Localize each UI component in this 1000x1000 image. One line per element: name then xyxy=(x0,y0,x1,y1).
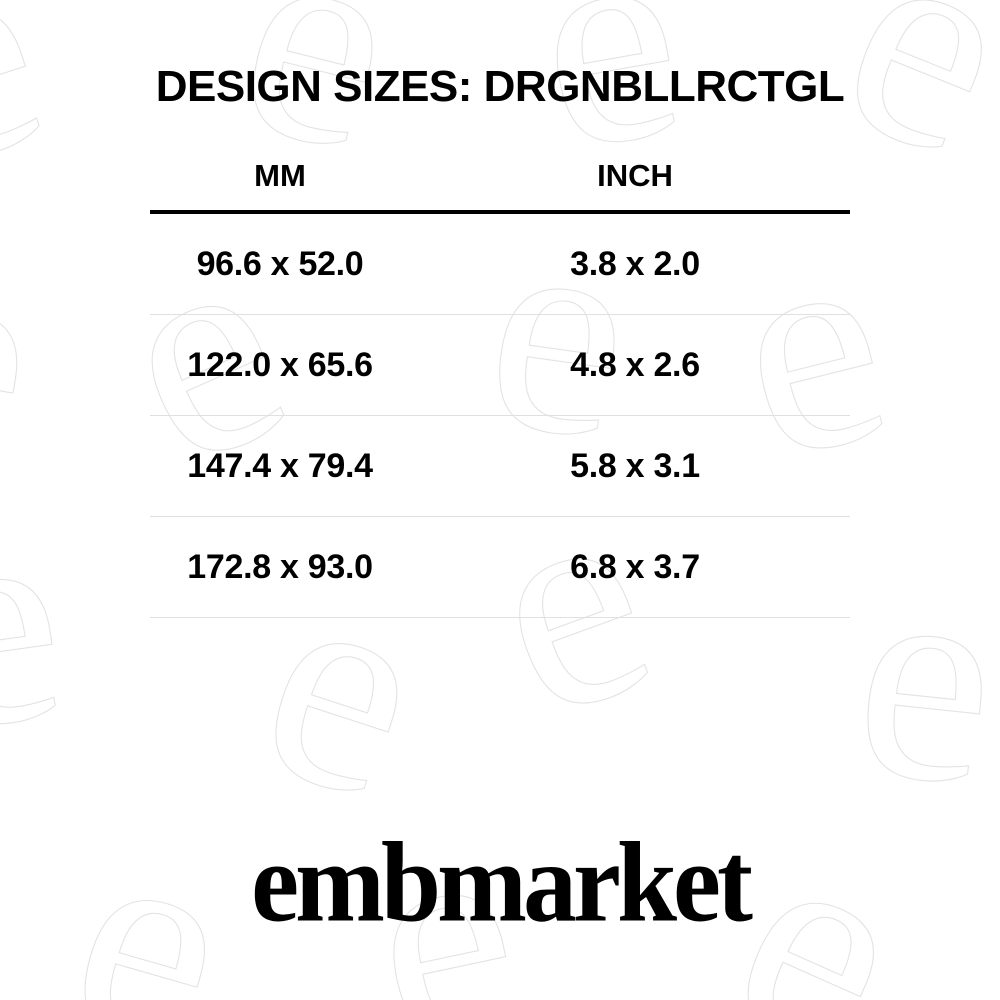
design-sizes-table: MM INCH 96.6 x 52.0 3.8 x 2.0 xyxy=(150,158,850,618)
row-divider xyxy=(150,415,850,416)
table-row: 96.6 x 52.0 3.8 x 2.0 xyxy=(150,214,850,314)
cell-inch: 3.8 x 2.0 xyxy=(570,244,700,283)
cell-inch: 6.8 x 3.7 xyxy=(570,547,700,586)
table-row: 172.8 x 93.0 6.8 x 3.7 xyxy=(150,517,850,617)
cell-inch: 4.8 x 2.6 xyxy=(570,345,700,384)
row-divider xyxy=(150,516,850,517)
cell-mm: 96.6 x 52.0 xyxy=(196,244,364,283)
brand-logo-text: embmarket xyxy=(251,819,753,946)
row-divider xyxy=(150,314,850,315)
cell-inch: 5.8 x 3.1 xyxy=(570,446,700,485)
cell-mm: 172.8 x 93.0 xyxy=(187,547,373,586)
header-divider xyxy=(150,210,850,214)
row-divider xyxy=(150,617,850,618)
brand-logo: embmarket xyxy=(0,825,1000,939)
table-row: 147.4 x 79.4 5.8 x 3.1 xyxy=(150,416,850,516)
table-row: 122.0 x 65.6 4.8 x 2.6 xyxy=(150,315,850,415)
column-header-inch: INCH xyxy=(597,158,673,193)
cell-mm: 147.4 x 79.4 xyxy=(187,446,373,485)
page-title: DESIGN SIZES: DRGNBLLRCTGL xyxy=(155,62,845,111)
table-header-row: MM INCH xyxy=(150,158,850,206)
column-header-mm: MM xyxy=(254,158,306,193)
cell-mm: 122.0 x 65.6 xyxy=(187,345,373,384)
